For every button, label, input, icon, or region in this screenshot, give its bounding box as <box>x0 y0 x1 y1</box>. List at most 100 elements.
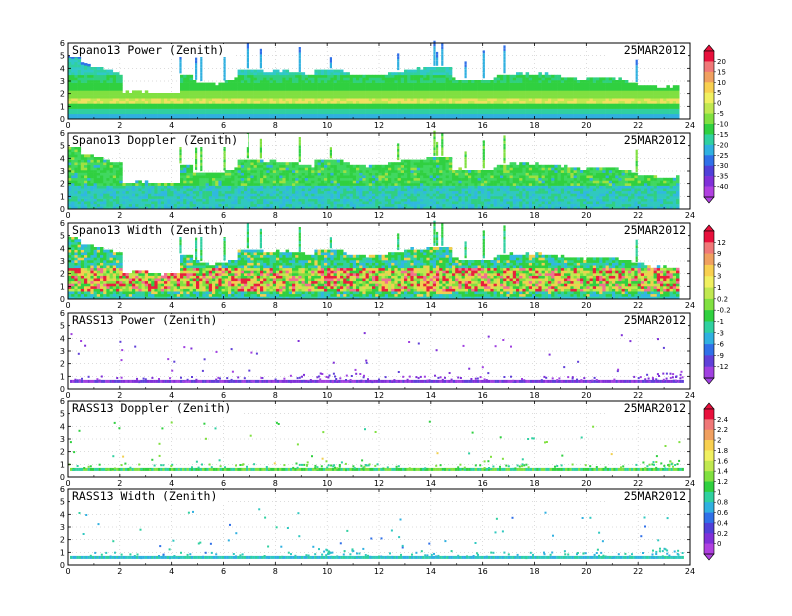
data-cell <box>657 114 661 117</box>
data-cell <box>292 83 296 86</box>
data-cell <box>292 77 296 80</box>
data-cell <box>110 188 114 191</box>
data-cell <box>206 111 210 114</box>
data-cell <box>209 191 213 194</box>
data-cell <box>577 109 581 112</box>
data-cell <box>506 85 510 88</box>
data-cell <box>394 77 398 80</box>
data-cell <box>106 165 110 168</box>
data-cell <box>193 111 197 114</box>
data-cell <box>68 96 72 99</box>
data-cell <box>628 106 632 109</box>
data-cell <box>340 96 344 99</box>
data-cell <box>314 186 318 189</box>
data-cell <box>558 83 562 86</box>
data-cell <box>609 96 613 99</box>
data-cell <box>158 96 162 99</box>
data-cell <box>183 83 187 86</box>
data-cell <box>74 98 78 101</box>
data-cell <box>362 204 366 207</box>
data-cell <box>666 103 670 106</box>
data-cell <box>353 96 357 99</box>
data-cell <box>132 201 136 204</box>
data-cell <box>174 204 178 207</box>
data-cell <box>113 98 117 101</box>
data-cell <box>116 72 120 75</box>
data-cell <box>401 111 405 114</box>
data-cell <box>535 111 539 114</box>
data-cell <box>308 90 312 93</box>
data-cell <box>362 77 366 80</box>
data-cell <box>442 80 446 83</box>
data-cell <box>356 199 360 202</box>
data-cell <box>97 204 101 207</box>
data-cell <box>462 114 466 117</box>
data-cell <box>126 199 130 202</box>
data-cell <box>154 93 158 96</box>
data-cell <box>68 188 72 191</box>
colorbar-swatch <box>704 145 714 156</box>
data-cell <box>110 103 114 106</box>
data-cell <box>122 186 126 189</box>
data-cell <box>350 75 354 78</box>
data-cell <box>199 183 203 186</box>
data-cell <box>660 103 664 106</box>
data-cell <box>593 111 597 114</box>
data-cell <box>74 167 78 170</box>
data-cell <box>87 180 91 183</box>
data-cell <box>622 90 626 93</box>
data-cell <box>180 204 184 207</box>
data-cell <box>574 114 578 117</box>
data-cell <box>302 193 306 196</box>
data-cell <box>439 96 443 99</box>
data-cell <box>199 103 203 106</box>
data-cell <box>234 111 238 114</box>
data-cell <box>372 93 376 96</box>
data-cell <box>314 178 318 181</box>
data-cell <box>224 61 226 64</box>
data-cell <box>369 85 373 88</box>
data-cell <box>260 90 264 93</box>
data-cell <box>324 175 328 178</box>
data-cell <box>612 103 616 106</box>
data-cell <box>529 101 533 104</box>
data-cell <box>494 111 498 114</box>
data-cell <box>636 65 638 68</box>
data-cell <box>78 85 82 88</box>
data-cell <box>97 186 101 189</box>
data-cell <box>292 188 296 191</box>
data-cell <box>289 196 293 199</box>
data-cell <box>657 111 661 114</box>
data-cell <box>119 77 123 80</box>
data-cell <box>113 96 117 99</box>
data-cell <box>372 90 376 93</box>
data-cell <box>103 199 107 202</box>
data-cell <box>244 173 248 176</box>
data-cell <box>106 180 110 183</box>
data-cell <box>234 88 238 91</box>
data-cell <box>558 88 562 91</box>
data-cell <box>430 114 434 117</box>
data-cell <box>529 98 533 101</box>
data-cell <box>545 96 549 99</box>
data-cell <box>81 180 85 183</box>
data-cell <box>522 98 526 101</box>
data-cell <box>302 109 306 112</box>
data-cell <box>295 204 299 207</box>
data-cell <box>337 188 341 191</box>
data-cell <box>94 170 98 173</box>
data-cell <box>190 75 194 78</box>
data-cell <box>161 204 165 207</box>
data-cell <box>308 188 312 191</box>
data-cell <box>167 204 171 207</box>
data-cell <box>282 180 286 183</box>
data-cell <box>490 93 494 96</box>
data-cell <box>599 114 603 117</box>
data-cell <box>398 85 402 88</box>
data-cell <box>113 162 117 165</box>
data-cell <box>433 46 435 49</box>
data-cell <box>644 88 648 91</box>
data-cell <box>532 80 536 83</box>
data-cell <box>321 201 325 204</box>
data-cell <box>618 106 622 109</box>
